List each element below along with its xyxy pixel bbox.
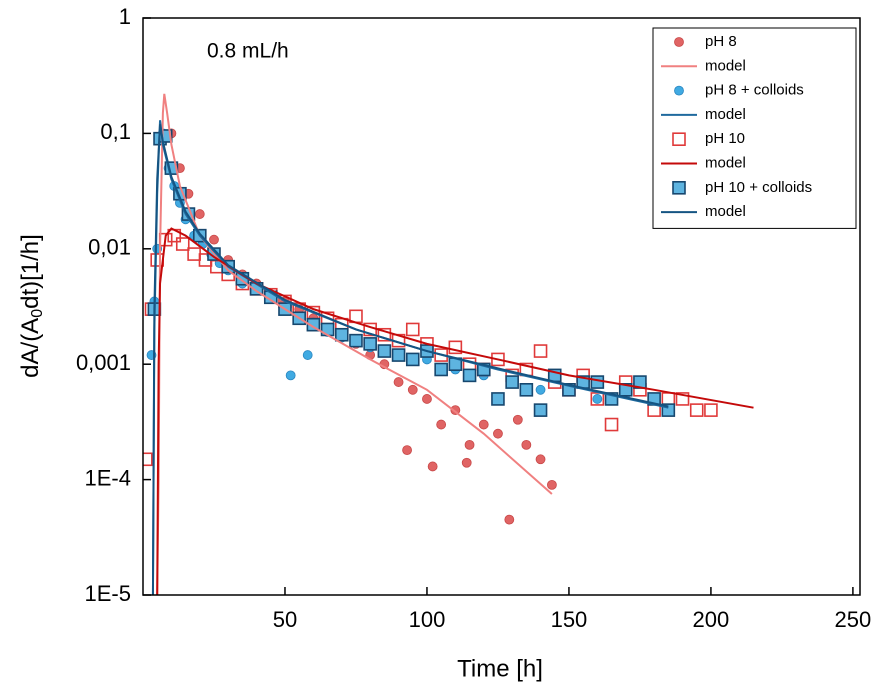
data-point <box>334 327 349 342</box>
data-point <box>209 234 219 245</box>
x-axis-label: Time [h] <box>457 655 543 682</box>
legend-label: pH 10 <box>705 130 745 147</box>
plot-area <box>143 93 754 595</box>
data-point <box>187 247 201 261</box>
legend-label: model <box>705 106 746 123</box>
data-point <box>349 333 363 348</box>
data-point <box>194 209 205 219</box>
x-tick-label: 200 <box>693 607 730 632</box>
legend-marker <box>674 37 684 47</box>
data-point <box>448 340 463 355</box>
data-point <box>704 403 718 417</box>
data-point <box>175 237 190 251</box>
data-point <box>505 375 519 389</box>
y-label-part: dt)[1/h] <box>17 234 44 309</box>
data-point <box>519 383 534 397</box>
data-point <box>402 445 412 456</box>
model-line <box>151 124 669 595</box>
legend-label: model <box>705 154 746 171</box>
data-point <box>512 414 523 425</box>
data-point <box>535 384 546 395</box>
x-tick-label: 250 <box>835 607 872 632</box>
data-point <box>661 392 676 406</box>
data-point <box>493 428 503 439</box>
legend-label: model <box>705 57 746 74</box>
data-point <box>391 348 406 362</box>
data-point <box>302 350 313 360</box>
legend: pH 8 model pH 8 + colloids model pH 10 model p… <box>652 27 857 229</box>
y-tick-label: 1E-4 <box>85 465 131 490</box>
legend-label: pH 8 <box>705 33 737 50</box>
legend-marker <box>672 132 686 146</box>
data-point <box>363 337 377 351</box>
data-point <box>504 514 515 525</box>
data-point <box>590 375 605 389</box>
y-tick-label: 0,001 <box>76 350 131 375</box>
data-point <box>405 322 420 337</box>
data-point <box>436 419 447 430</box>
x-tick-label: 100 <box>409 607 446 632</box>
legend-label: model <box>705 203 746 220</box>
data-point <box>535 454 546 465</box>
legend-box <box>652 27 857 229</box>
data-point <box>462 368 477 383</box>
data-point <box>604 417 619 432</box>
data-point <box>491 392 505 406</box>
data-point <box>393 377 404 387</box>
data-point <box>521 439 532 450</box>
data-point <box>427 461 438 472</box>
data-point <box>592 394 603 404</box>
data-point <box>434 362 448 377</box>
y-tick-label: 1E-5 <box>85 581 131 606</box>
y-tick-label: 0,01 <box>88 235 131 260</box>
legend-marker <box>674 85 684 96</box>
data-point <box>377 344 392 358</box>
data-point <box>533 403 548 417</box>
data-point <box>461 457 472 468</box>
y-label-part: dA/(A <box>17 318 44 378</box>
annotation: 0.8 mL/h <box>207 40 289 63</box>
y-tick-label: 0,1 <box>100 119 131 144</box>
x-tick-label: 50 <box>273 607 297 632</box>
axes-frame <box>142 17 861 596</box>
data-point <box>464 439 475 450</box>
data-point <box>285 370 296 381</box>
data-point <box>377 327 392 342</box>
data-point <box>675 392 690 406</box>
legend-label: pH 8 + colloids <box>705 82 804 99</box>
data-point <box>491 352 505 367</box>
data-point <box>405 352 420 367</box>
legend-label: pH 10 + colloids <box>705 179 812 196</box>
data-point <box>689 403 704 417</box>
y-axis-label: dA/(A0dt)[1/h] <box>17 234 46 378</box>
legend-marker <box>672 181 686 195</box>
data-point <box>407 384 418 395</box>
data-point <box>143 452 153 467</box>
data-point <box>533 344 548 358</box>
y-tick-label: 1 <box>119 4 131 29</box>
y-label-sub: 0 <box>29 309 46 318</box>
data-point <box>547 479 557 490</box>
data-point <box>422 394 432 404</box>
data-point <box>478 419 489 430</box>
x-tick-label: 150 <box>551 607 588 632</box>
data-point <box>618 383 633 397</box>
